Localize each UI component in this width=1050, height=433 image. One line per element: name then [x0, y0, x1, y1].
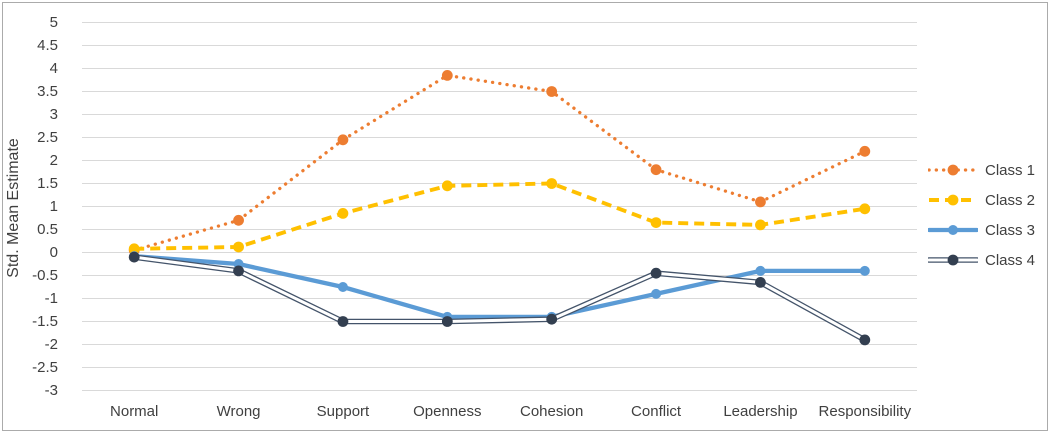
- y-tick-label: 2: [49, 151, 58, 169]
- series-marker-class-1: [859, 145, 871, 157]
- series-marker-class-3: [859, 265, 870, 276]
- series-marker-class-2: [650, 217, 662, 229]
- y-tick-label: 3.5: [37, 82, 58, 100]
- legend-swatch-solid-line-icon: [928, 225, 978, 235]
- y-tick-label: 0.5: [37, 220, 58, 238]
- series-marker-class-2: [233, 241, 244, 253]
- legend-item-class-2: Class 2: [928, 185, 1046, 215]
- y-tick-label: -2.5: [32, 358, 58, 376]
- series-marker-class-1: [337, 134, 349, 146]
- x-category-label: Cohesion: [519, 403, 584, 420]
- series-marker-class-1: [441, 70, 453, 81]
- series-marker-class-2: [337, 208, 349, 219]
- y-tick-label: 1.5: [37, 174, 58, 192]
- legend-label: Class 3: [985, 221, 1036, 239]
- y-tick-label: -1: [44, 289, 58, 307]
- series-marker-class-1: [546, 86, 558, 97]
- x-category-label: Support: [316, 403, 370, 420]
- legend-item-class-1: Class 1: [928, 155, 1046, 185]
- series-marker-class-4: [755, 277, 766, 288]
- series-marker-class-3: [755, 265, 766, 276]
- y-tick-label: -0.5: [32, 266, 58, 284]
- series-marker-class-1: [233, 214, 244, 226]
- x-category-label: Openness: [413, 403, 482, 420]
- series-marker-class-4: [859, 334, 871, 346]
- chart-legend: Class 1 Class 2 Class 3 Class 4: [928, 155, 1046, 275]
- series-marker-class-1: [650, 164, 662, 176]
- series-marker-class-3: [651, 288, 662, 299]
- y-tick-label: 4: [49, 59, 58, 77]
- y-tick-label: 1: [49, 197, 58, 215]
- series-marker-class-2: [441, 180, 453, 192]
- legend-item-class-3: Class 3: [928, 215, 1046, 245]
- x-category-label: Leadership: [723, 403, 798, 420]
- x-category-label: Wrong: [216, 403, 261, 420]
- x-category-label: Responsibility: [818, 403, 912, 420]
- series-line-class-2: [134, 181, 866, 251]
- series-marker-class-2: [128, 243, 140, 255]
- y-tick-label: 3: [49, 105, 58, 123]
- series-marker-class-4: [337, 316, 349, 327]
- legend-swatch-dotted-line-icon: [928, 164, 978, 176]
- y-tick-label: 5: [49, 13, 58, 31]
- legend-item-class-4: Class 4: [928, 245, 1046, 275]
- series-marker-class-4: [650, 267, 662, 279]
- series-marker-class-1: [755, 196, 766, 208]
- series-marker-class-2: [546, 178, 558, 189]
- series-line-class-1: [132, 73, 867, 252]
- x-category-label: Conflict: [631, 403, 682, 420]
- series-line-class-4: [132, 255, 867, 342]
- legend-swatch-dashed-line-icon: [929, 194, 977, 206]
- y-tick-label: -3: [44, 381, 58, 399]
- series-marker-class-4: [546, 313, 558, 325]
- series-marker-class-4: [441, 316, 453, 327]
- legend-label: Class 4: [985, 251, 1036, 269]
- legend-label: Class 2: [985, 191, 1036, 209]
- legend-label: Class 1: [985, 161, 1036, 179]
- y-tick-label: 0: [49, 243, 58, 261]
- x-category-label: Normal: [110, 403, 159, 420]
- series-marker-class-4: [233, 265, 244, 277]
- series-marker-class-2: [859, 203, 871, 215]
- series-marker-class-2: [755, 219, 766, 231]
- y-tick-label: 4.5: [37, 36, 58, 54]
- y-tick-label: 2.5: [37, 128, 58, 146]
- series-line-class-3: [132, 254, 867, 320]
- y-tick-label: -1.5: [32, 312, 58, 330]
- series-marker-class-4: [128, 251, 140, 263]
- legend-swatch-double-line-icon: [928, 254, 978, 266]
- series-marker-class-3: [337, 282, 348, 292]
- y-tick-label: -2: [44, 335, 58, 353]
